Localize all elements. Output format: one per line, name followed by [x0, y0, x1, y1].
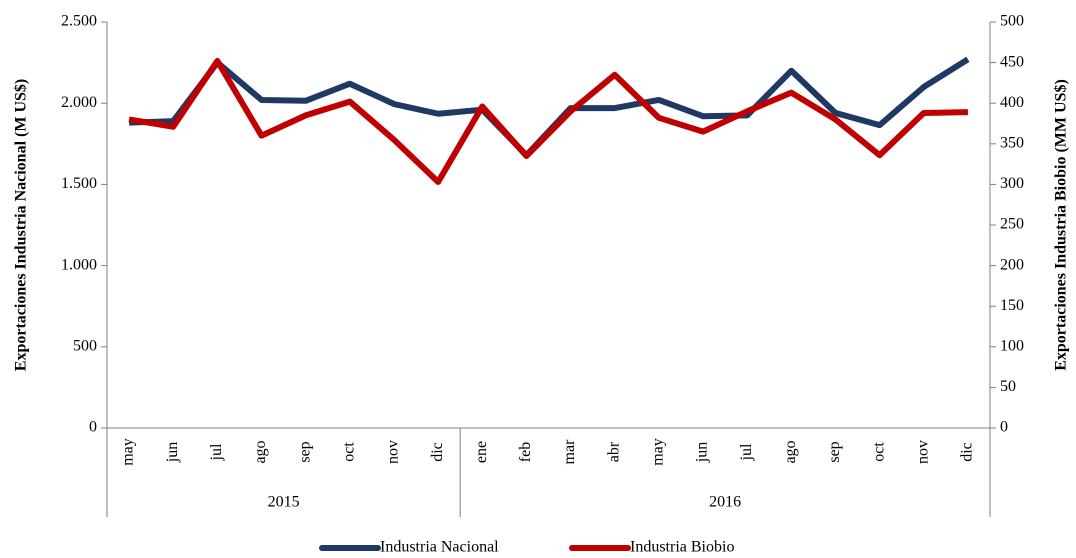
- x-tick-label: may: [650, 438, 667, 466]
- x-tick-label: feb: [517, 442, 534, 462]
- y2-tick-label: 150: [1000, 297, 1024, 314]
- y-tick-label: 1.000: [61, 256, 97, 273]
- y2-tick-label: 350: [1000, 134, 1024, 151]
- y-axis-title: Exportaciones Industria Nacional (M US$): [13, 79, 30, 371]
- x-tick-label: ene: [473, 441, 490, 463]
- group-label: 2016: [709, 494, 741, 511]
- x-tick-label: oct: [340, 442, 357, 462]
- y-tick-label: 2.500: [61, 13, 97, 30]
- legend-label: Industria Biobio: [630, 539, 734, 556]
- y2-tick-label: 300: [1000, 175, 1024, 192]
- y2-tick-label: 400: [1000, 94, 1024, 111]
- x-tick-label: jul: [738, 443, 755, 461]
- group-label: 2015: [268, 494, 300, 511]
- x-tick-label: ago: [252, 440, 269, 463]
- y2-axis-title: Exportaciones Industria Biobio (MM US$): [1053, 79, 1070, 371]
- y2-tick-label: 500: [1000, 13, 1024, 30]
- x-tick-label: jul: [208, 443, 225, 461]
- y2-tick-label: 50: [1000, 378, 1016, 395]
- x-tick-label: sep: [826, 441, 843, 462]
- x-tick-label: oct: [870, 442, 887, 462]
- y2-tick-label: 200: [1000, 256, 1024, 273]
- x-tick-label: dic: [429, 442, 446, 462]
- x-tick-label: nov: [385, 440, 402, 464]
- x-tick-label: sep: [296, 441, 313, 462]
- y2-tick-label: 450: [1000, 53, 1024, 70]
- y-tick-label: 500: [73, 337, 97, 354]
- y2-tick-label: 100: [1000, 337, 1024, 354]
- x-tick-label: ago: [782, 440, 799, 463]
- x-tick-label: abr: [605, 441, 622, 462]
- series-line: [128, 57, 968, 185]
- y2-tick-label: 250: [1000, 216, 1024, 233]
- x-tick-label: jun: [164, 442, 181, 463]
- x-tick-label: mar: [561, 439, 578, 465]
- x-tick-label: nov: [914, 440, 931, 464]
- x-tick-label: dic: [959, 442, 976, 462]
- x-tick-label: may: [120, 438, 137, 466]
- y-tick-label: 1.500: [61, 175, 97, 192]
- y-tick-label: 0: [89, 419, 97, 436]
- legend-label: Industria Nacional: [380, 539, 499, 556]
- y-tick-label: 2.000: [61, 94, 97, 111]
- y2-tick-label: 0: [1000, 419, 1008, 436]
- x-tick-label: jun: [694, 442, 711, 463]
- series-line: [128, 56, 970, 159]
